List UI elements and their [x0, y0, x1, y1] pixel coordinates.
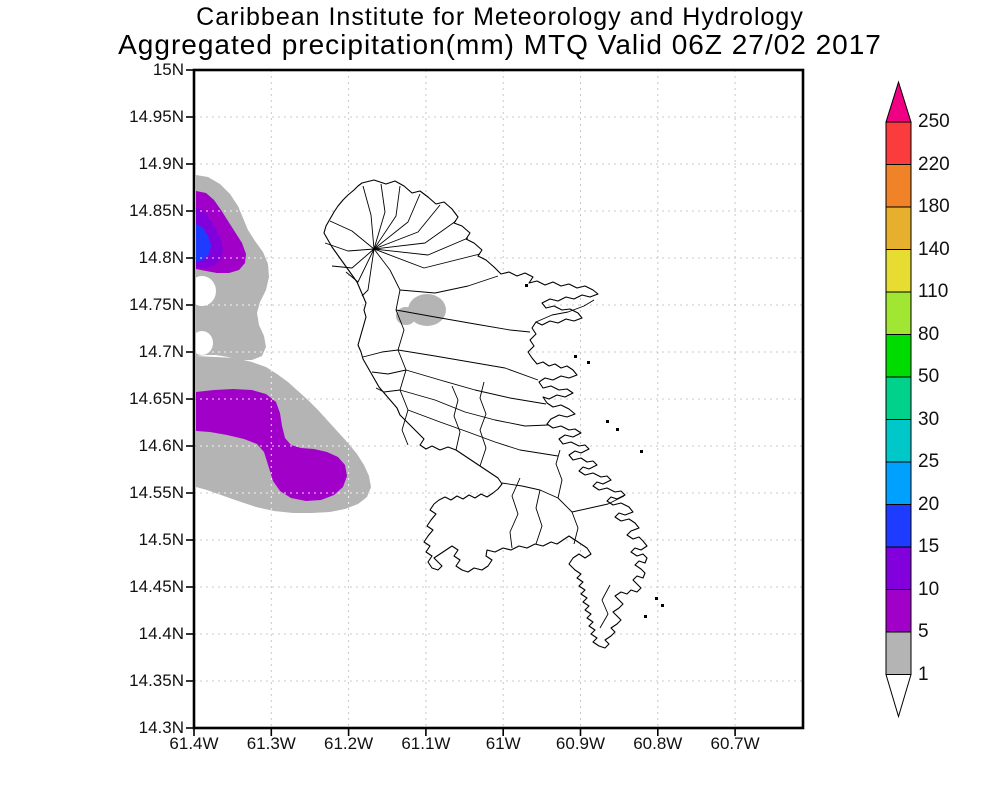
lat-tick-label: 14.85N	[129, 201, 184, 220]
lat-tick-label: 14.9N	[138, 154, 184, 173]
lat-tick-label: 14.6N	[138, 436, 184, 455]
precip-shading	[194, 175, 371, 513]
lon-tick-label: 61.4W	[169, 734, 219, 753]
lon-tick-label: 61.3W	[246, 734, 296, 753]
coastline	[323, 179, 648, 649]
chart-title: Aggregated precipitation(mm) MTQ Valid 0…	[118, 29, 882, 61]
lat-tick-label: 14.3N	[138, 718, 184, 737]
island-precip-spot-1to5mm	[396, 294, 446, 326]
colorbar-tick-label: 220	[918, 153, 950, 175]
lon-tick-label: 60.8W	[633, 734, 683, 753]
lat-tick-label: 14.45N	[129, 577, 184, 596]
colorbar-tick-label: 20	[918, 493, 940, 515]
lat-tick-label: 14.5N	[138, 530, 184, 549]
lon-tick-label: 61.1W	[401, 734, 451, 753]
lat-tick-label: 14.35N	[129, 671, 184, 690]
title-block: Caribbean Institute for Meteorology and …	[0, 4, 1000, 60]
lon-tick-label: 60.7W	[710, 734, 760, 753]
axis-ticks	[186, 69, 736, 736]
colorbar-tick-label: 25	[918, 451, 940, 472]
watershed-boundaries	[324, 183, 625, 629]
lon-tick-label: 60.9W	[555, 734, 606, 753]
lon-tick-label: 61.2W	[324, 734, 374, 753]
colorbar-tick-label: 80	[918, 323, 940, 345]
lat-tick-label: 14.8N	[138, 248, 184, 267]
colorbar-tick-label: 250	[918, 111, 950, 132]
lat-tick-label: 14.95N	[129, 107, 184, 126]
precip-hole	[194, 276, 216, 306]
lat-tick-label: 14.75N	[129, 295, 184, 314]
martinique-island	[323, 179, 664, 649]
colorbar-tick-label: 5	[918, 621, 929, 642]
lat-tick-label: 14.55N	[129, 483, 184, 502]
lat-tick-label: 14.4N	[138, 624, 184, 643]
colorbar-tick-label: 180	[918, 196, 950, 217]
offshore-islets	[525, 284, 664, 618]
lon-tick-label: 61W	[485, 734, 521, 753]
colorbar-tick-label: 10	[918, 578, 940, 600]
colorbar-tick-label: 30	[918, 408, 940, 430]
institution-title: Caribbean Institute for Meteorology and …	[196, 3, 804, 31]
lat-tick-label: 14.7N	[138, 342, 184, 361]
gridlines	[194, 70, 803, 728]
lat-tick-label: 14.65N	[129, 389, 184, 408]
colorbar-tick-label: 50	[918, 366, 940, 387]
colorbar-tick-label: 1	[918, 663, 929, 685]
lat-tick-label: 15N	[152, 60, 184, 79]
colorbar-tick-label: 140	[918, 238, 950, 260]
colorbar-tick-label: 110	[918, 281, 949, 302]
colorbar-tick-label: 15	[918, 536, 940, 557]
precip-hole	[194, 331, 213, 355]
plot-border	[192, 68, 805, 730]
